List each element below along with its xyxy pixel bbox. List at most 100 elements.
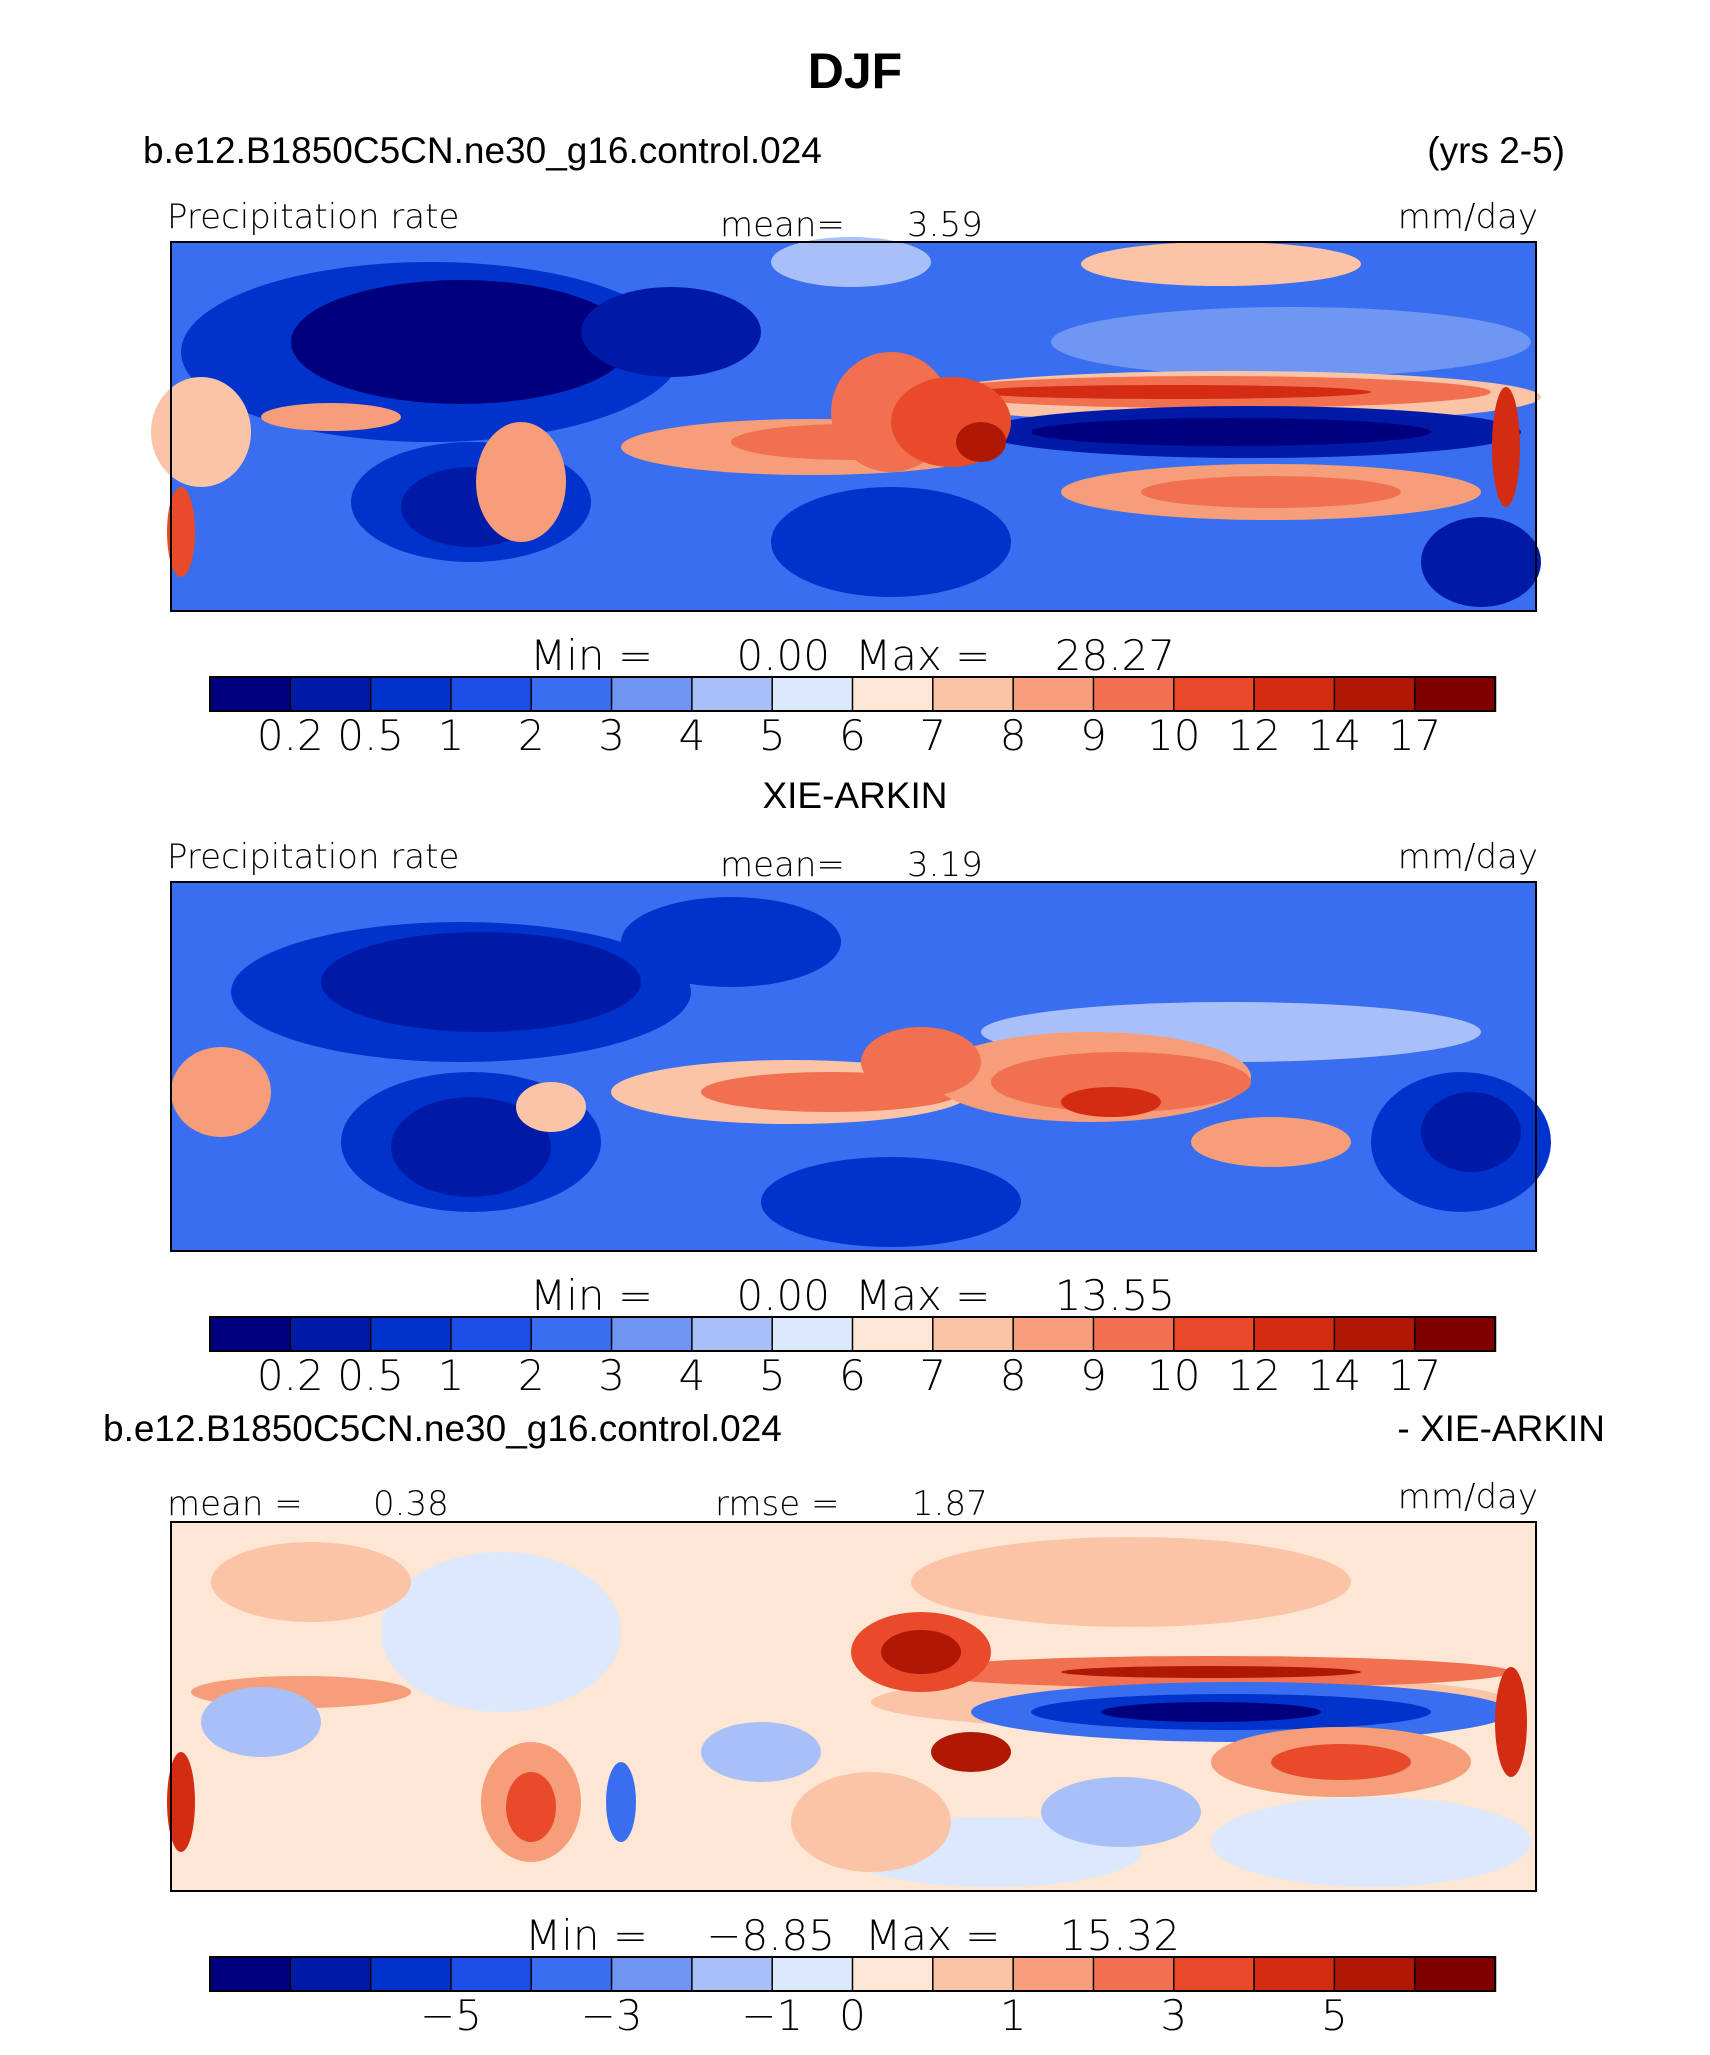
- colorbar-box: [369, 1316, 453, 1352]
- colorbar-box: [530, 1956, 613, 1992]
- colorbar-tick-label: 0.2: [257, 1351, 324, 1400]
- colorbar-tick-label: 17: [1388, 711, 1441, 760]
- panel-obs-header: XIE-ARKIN: [762, 775, 947, 816]
- colorbar-tick-label: 6: [839, 1351, 866, 1400]
- colorbar-tick-label: 6: [839, 711, 866, 760]
- panel-model-max-value: 28.27: [1055, 631, 1175, 680]
- colorbar-tick-label: −3: [581, 1991, 643, 2040]
- panel-diff-header-left: b.e12.B1850C5CN.ne30_g16.control.024: [103, 1408, 782, 1449]
- panel-diff-mean-value: 0.38: [373, 1484, 449, 1524]
- panel-obs-max-value: 13.55: [1055, 1271, 1175, 1320]
- panel-model: b.e12.B1850C5CN.ne30_g16.control.024 (yr…: [143, 130, 1565, 760]
- colorbar-box: [1092, 1956, 1175, 1992]
- colorbar-box: [530, 1316, 613, 1352]
- colorbar-box: [691, 1316, 774, 1352]
- colorbar-box: [1092, 1316, 1175, 1352]
- colorbar-tick-label: 17: [1388, 1351, 1441, 1400]
- colorbar-outline: [209, 676, 1496, 712]
- colorbar-box: [369, 1956, 453, 1992]
- colorbar-tick-label: 1: [1000, 1991, 1027, 2040]
- colorbar-box: [1413, 1956, 1497, 1992]
- colorbar-tick-label: 8: [1000, 1351, 1027, 1400]
- colorbar-box: [209, 676, 292, 712]
- colorbar-tick-label: 14: [1308, 711, 1361, 760]
- colorbar-tick-label: 1: [438, 711, 465, 760]
- colorbar-tick-label: 2: [518, 711, 545, 760]
- colorbar-tick-label: 0.2: [257, 711, 324, 760]
- panel-diff-colorbar: −5 −3 −1 0 1 3 5: [209, 1956, 1497, 2040]
- colorbar-box: [450, 1956, 533, 1992]
- panel-diff-mean-key: mean =: [167, 1484, 303, 1524]
- colorbar-tick-label: 4: [679, 711, 706, 760]
- panel-model-mean-value: 3.59: [907, 205, 983, 245]
- colorbar-tick-label: 7: [919, 1351, 946, 1400]
- colorbar-tick-label: 12: [1227, 1351, 1280, 1400]
- colorbar-box: [691, 676, 774, 712]
- colorbar-tick-label: 10: [1147, 711, 1200, 760]
- colorbar-box: [1012, 1316, 1095, 1352]
- colorbar-box: [209, 1316, 292, 1352]
- colorbar-box: [1012, 1956, 1095, 1992]
- colorbar-box: [209, 1956, 292, 1992]
- panel-obs-units: mm/day: [1398, 837, 1538, 877]
- panel-obs-min-label: Min =: [530, 1271, 653, 1320]
- colorbar-tick-label: 3: [598, 711, 625, 760]
- colorbar-box: [932, 676, 1015, 712]
- colorbar-box: [1253, 1316, 1336, 1352]
- colorbar-box: [610, 676, 694, 712]
- panel-model-map: [151, 237, 1541, 611]
- panel-diff-header-right: - XIE-ARKIN: [1397, 1408, 1605, 1449]
- colorbar-box: [530, 676, 613, 712]
- panel-diff-min-label: Min =: [525, 1911, 648, 1960]
- colorbar-tick-label: 5: [759, 711, 786, 760]
- panel-obs-mean-key: mean=: [720, 845, 845, 885]
- colorbar-tick-label: 9: [1080, 711, 1107, 760]
- panel-obs-map-frame: [170, 881, 1537, 1252]
- panel-model-header-right: (yrs 2-5): [1427, 130, 1565, 171]
- colorbar-box: [1092, 676, 1175, 712]
- panel-model-colorbar: 0.2 0.5 1 2 3 4 5 6 7 8 9 10 12 14 17: [209, 676, 1497, 760]
- colorbar-tick-label: 4: [679, 1351, 706, 1400]
- panel-obs-map: [171, 882, 1551, 1251]
- panel-diff-map-frame: [170, 1521, 1537, 1892]
- colorbar-tick-label: 12: [1227, 711, 1280, 760]
- figure-title: DJF: [808, 43, 902, 99]
- panel-obs-max-label: Max =: [855, 1271, 990, 1320]
- colorbar-box: [610, 1316, 694, 1352]
- colorbar-box: [851, 1316, 935, 1352]
- panel-model-units: mm/day: [1398, 197, 1538, 237]
- colorbar-box: [771, 1316, 854, 1352]
- colorbar-box: [1173, 1316, 1256, 1352]
- panel-diff-map: [167, 1522, 1536, 1891]
- colorbar-outline: [209, 1316, 1496, 1352]
- panel-obs-min-value: 0.00: [736, 1271, 830, 1320]
- colorbar-tick-label: 14: [1308, 1351, 1361, 1400]
- colorbar-box: [1333, 1316, 1416, 1352]
- panel-model-map-frame: [170, 241, 1537, 612]
- colorbar-box: [289, 1956, 372, 1992]
- colorbar-box: [851, 1956, 935, 1992]
- colorbar-tick-label: 5: [759, 1351, 786, 1400]
- colorbar-tick-label: 1: [438, 1351, 465, 1400]
- colorbar-box: [289, 1316, 372, 1352]
- colorbar-box: [932, 1956, 1015, 1992]
- colorbar-box: [1413, 676, 1497, 712]
- colorbar-box: [450, 1316, 533, 1352]
- colorbar-box: [610, 1956, 694, 1992]
- panel-obs-mean-value: 3.19: [907, 845, 983, 885]
- panel-diff: b.e12.B1850C5CN.ne30_g16.control.024 - X…: [103, 1408, 1605, 2040]
- colorbar-tick-label: 2: [518, 1351, 545, 1400]
- panel-model-header-left: b.e12.B1850C5CN.ne30_g16.control.024: [143, 130, 822, 171]
- panel-diff-max-label: Max =: [865, 1911, 1000, 1960]
- panel-diff-max-value: 15.32: [1060, 1911, 1180, 1960]
- panel-model-mean-key: mean=: [720, 205, 845, 245]
- colorbar-box: [851, 676, 935, 712]
- colorbar-box: [1253, 676, 1336, 712]
- panel-diff-min-value: −8.85: [706, 1911, 835, 1960]
- colorbar-tick-label: 7: [919, 711, 946, 760]
- panel-diff-units: mm/day: [1398, 1477, 1538, 1517]
- colorbar-box: [691, 1956, 774, 1992]
- panel-model-variable-label: Precipitation rate: [167, 197, 459, 237]
- panel-model-min-value: 0.00: [736, 631, 830, 680]
